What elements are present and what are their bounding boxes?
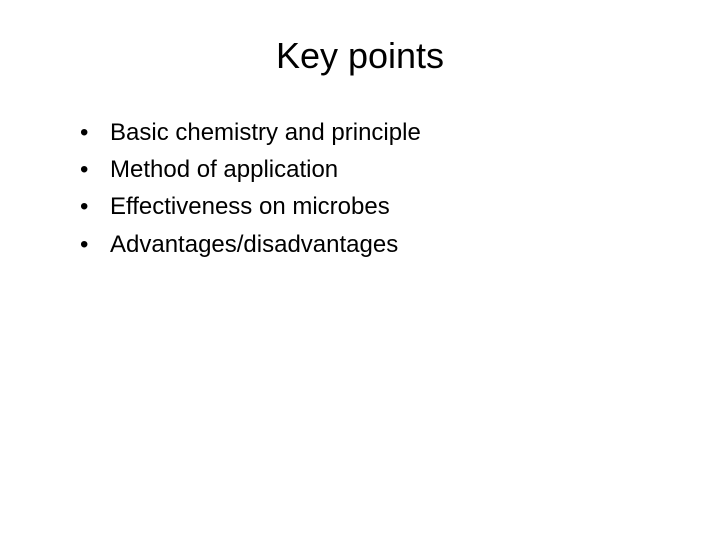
bullet-text: Advantages/disadvantages — [110, 229, 398, 260]
list-item: • Effectiveness on microbes — [80, 191, 670, 222]
bullet-icon: • — [80, 119, 110, 147]
bullet-text: Basic chemistry and principle — [110, 117, 421, 148]
bullet-list: • Basic chemistry and principle • Method… — [50, 117, 670, 260]
list-item: • Advantages/disadvantages — [80, 229, 670, 260]
bullet-icon: • — [80, 156, 110, 184]
bullet-icon: • — [80, 231, 110, 259]
bullet-icon: • — [80, 193, 110, 221]
bullet-text: Effectiveness on microbes — [110, 191, 390, 222]
bullet-text: Method of application — [110, 154, 338, 185]
list-item: • Basic chemistry and principle — [80, 117, 670, 148]
slide-title: Key points — [50, 35, 670, 77]
list-item: • Method of application — [80, 154, 670, 185]
slide-container: Key points • Basic chemistry and princip… — [0, 0, 720, 540]
